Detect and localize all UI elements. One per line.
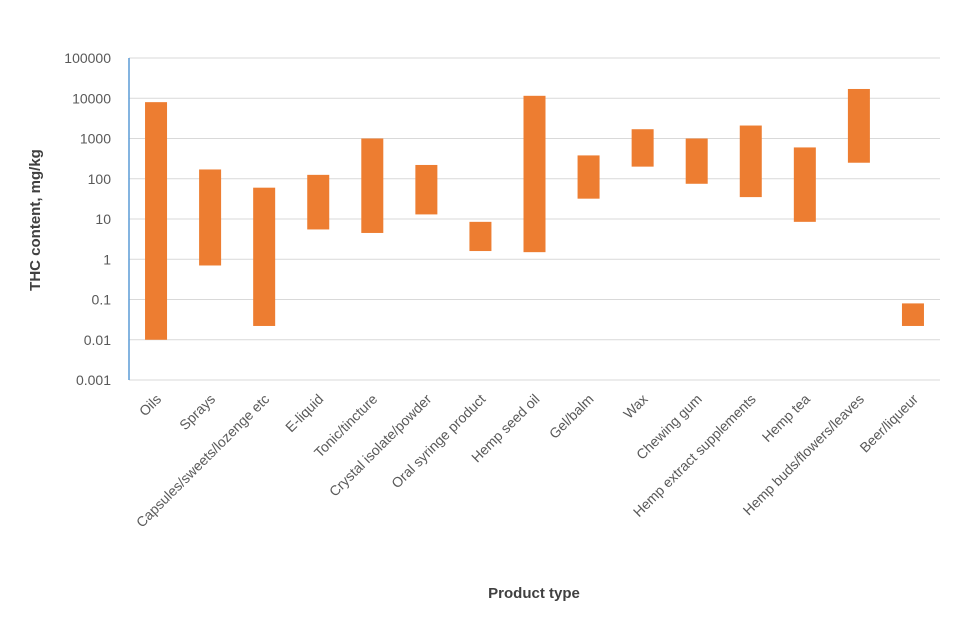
y-tick-label: 10 <box>95 211 111 227</box>
range-bar <box>253 187 276 326</box>
y-axis-title: THC content, mg/kg <box>27 149 44 291</box>
x-tick-label: Hemp tea <box>759 391 813 445</box>
x-tick-label: Crystal isolate/powder <box>326 391 435 500</box>
range-bar <box>739 125 762 198</box>
y-tick-label: 0.001 <box>76 372 111 388</box>
range-bar <box>199 169 222 266</box>
x-tick-label: Oils <box>136 391 164 419</box>
range-bars <box>145 88 924 340</box>
range-bar <box>793 147 816 222</box>
y-tick-label: 0.01 <box>84 332 111 348</box>
x-tick-label: Oral syringe product <box>388 391 489 492</box>
y-tick-label: 1000 <box>80 131 111 147</box>
range-bar <box>523 95 546 253</box>
range-bar <box>847 88 870 163</box>
range-bar <box>307 174 330 230</box>
x-tick-label: Gel/balm <box>546 391 597 442</box>
range-bar <box>469 221 492 252</box>
y-tick-label: 1 <box>103 251 111 267</box>
range-bar <box>415 164 438 215</box>
range-bar <box>361 138 384 233</box>
x-tick-label: Sprays <box>176 391 218 433</box>
x-tick-label: Wax <box>620 391 651 422</box>
y-tick-label: 0.1 <box>92 292 112 308</box>
range-bar <box>685 138 708 184</box>
y-tick-label: 100 <box>88 171 112 187</box>
y-tick-labels: 0.001 0.01 0.1 1 10 100 1000 10000 100000 <box>64 50 111 388</box>
y-tick-label: 10000 <box>72 90 111 106</box>
range-bar <box>631 129 654 167</box>
x-axis-title: Product type <box>488 585 580 602</box>
range-bar <box>901 303 924 326</box>
x-tick-label: E-liquid <box>282 391 326 435</box>
range-bar <box>577 155 600 199</box>
x-tick-label: Beer/liqueur <box>856 391 921 456</box>
y-tick-label: 100000 <box>64 50 111 66</box>
range-bar <box>145 102 168 340</box>
